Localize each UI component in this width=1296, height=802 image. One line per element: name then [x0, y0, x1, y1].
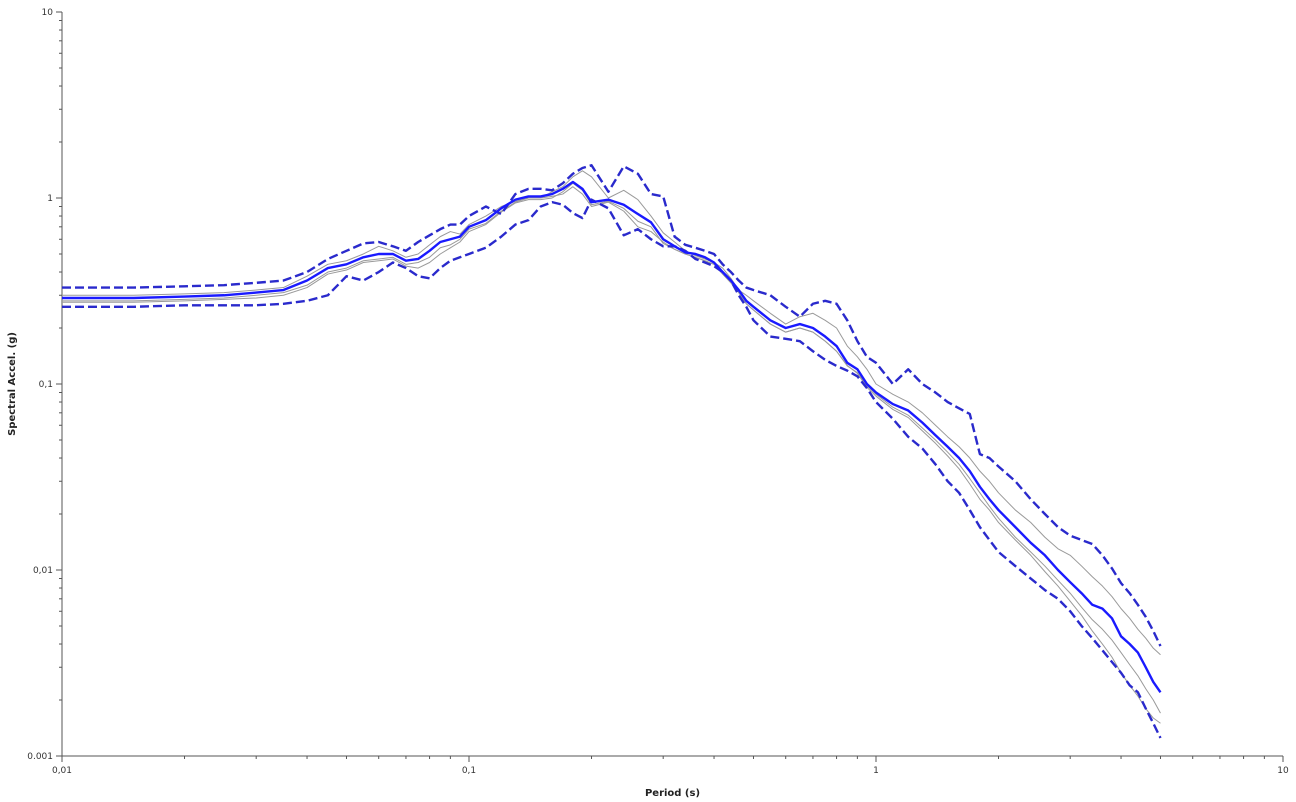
- y-tick-label: 0,1: [39, 380, 53, 390]
- lower-bound-line: [62, 198, 1162, 739]
- y-tick-label: 0,01: [33, 566, 53, 576]
- record-line-1: [62, 170, 1161, 656]
- x-axis-title: Period (s): [645, 788, 700, 799]
- x-tick-label: 0,01: [52, 766, 72, 776]
- record-line-3: [62, 182, 1161, 724]
- x-tick-label: 0,1: [462, 766, 476, 776]
- upper-bound-line: [62, 164, 1162, 647]
- x-tick-label: 10: [1277, 766, 1289, 776]
- y-axis-title: Spectral Accel. (g): [7, 332, 18, 436]
- y-tick-label: 0.001: [27, 752, 53, 762]
- y-tick-label: 1: [47, 194, 53, 204]
- x-tick-label: 1: [873, 766, 879, 776]
- median-line: [62, 180, 1162, 693]
- y-tick-label: 10: [42, 8, 54, 18]
